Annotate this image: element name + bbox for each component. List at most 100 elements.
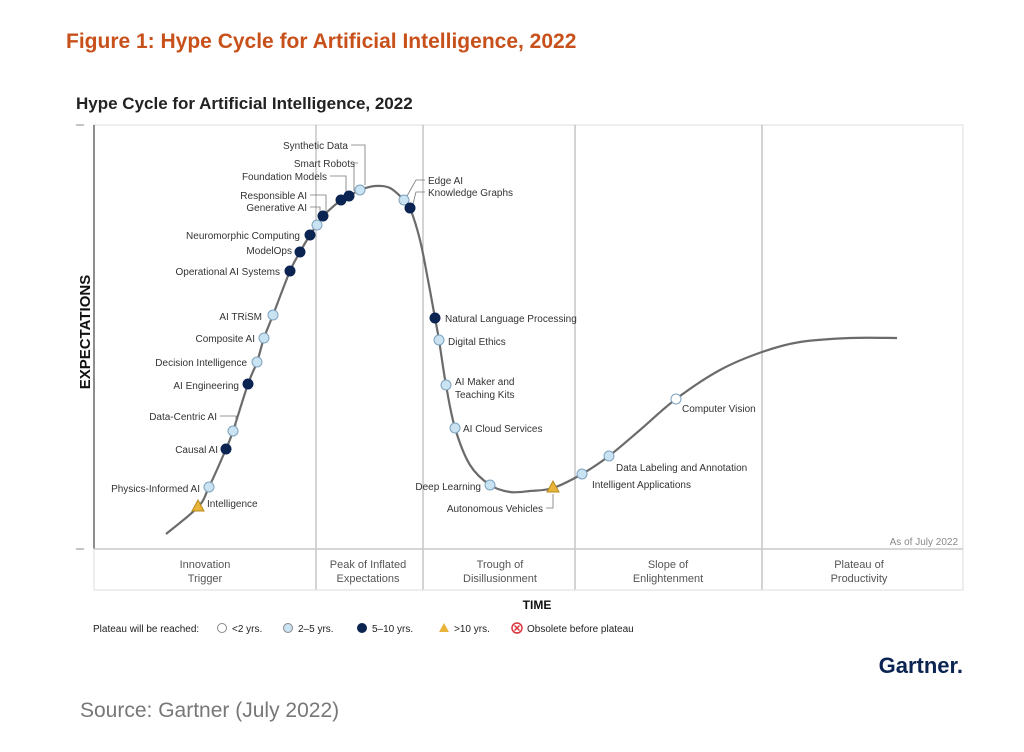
- legend-circle-icon: [217, 623, 227, 633]
- technology-marker-group: Intelligent Applications: [576, 468, 691, 491]
- technology-label: Neuromorphic Computing: [186, 231, 300, 242]
- circle-marker-icon: [304, 229, 316, 241]
- leader-line: [546, 494, 554, 509]
- circle-marker-icon: [343, 190, 355, 202]
- legend-label: <2 yrs.: [232, 624, 262, 635]
- technology-label: AI Maker and: [455, 377, 514, 388]
- figure-title: Figure 1: Hype Cycle for Artificial Inte…: [66, 30, 577, 53]
- technology-marker-group: AI Maker and Teaching Kits: [440, 377, 514, 401]
- technology-marker-group: AI TRiSM: [219, 309, 279, 323]
- phase-label: Productivity: [831, 573, 888, 585]
- technology-marker-group: Data-Centric AI: [149, 412, 239, 437]
- legend-label: 2–5 yrs.: [298, 624, 334, 635]
- technology-label: Operational AI Systems: [176, 267, 281, 278]
- technology-label: AI Engineering: [173, 381, 239, 392]
- circle-marker-icon: [404, 202, 416, 214]
- circle-marker-icon: [258, 332, 270, 344]
- technology-marker-group: Natural Language Processing: [429, 312, 577, 325]
- circle-marker-icon: [267, 309, 279, 321]
- technology-label: Foundation Models: [242, 172, 327, 183]
- circle-marker-icon: [317, 210, 329, 222]
- phase-label: Plateau of: [834, 559, 884, 571]
- phase-label: Enlightenment: [633, 573, 703, 585]
- technology-marker-group: Smart Robots: [294, 159, 358, 202]
- technology-label: Data Labeling and Annotation: [616, 463, 747, 474]
- leader-line: [351, 144, 366, 185]
- phase-label: Trigger: [188, 573, 223, 585]
- circle-marker-icon: [220, 443, 232, 455]
- technology-label: Natural Language Processing: [445, 314, 577, 325]
- technology-marker-group: Edge AI: [398, 176, 463, 206]
- circle-marker-icon: [227, 425, 239, 437]
- as-of-note: As of July 2022: [890, 537, 959, 548]
- technology-marker-group: Neuromorphic Computing: [186, 229, 316, 242]
- technology-marker-group: ModelOps: [246, 246, 306, 258]
- circle-marker-icon: [449, 422, 461, 434]
- legend-triangle-icon: [439, 623, 449, 632]
- technology-label: Teaching Kits: [455, 390, 514, 401]
- technology-label: Digital Ethics: [448, 337, 506, 348]
- phase-label: Trough of: [477, 559, 525, 571]
- phase-label: Innovation: [180, 559, 231, 571]
- leader-line: [412, 191, 425, 205]
- technology-label: Composite AI: [196, 334, 255, 345]
- phase-label: Disillusionment: [463, 573, 537, 585]
- legend-label: >10 yrs.: [454, 624, 490, 635]
- leader-line: [353, 162, 358, 191]
- triangle-marker-icon: Artificial General: [191, 498, 205, 512]
- technology-label: Generative AI: [246, 203, 307, 214]
- technology-label: AI Cloud Services: [463, 424, 542, 435]
- technology-marker-group: Digital Ethics: [433, 334, 506, 348]
- technology-marker-group: Data Labeling and Annotation: [603, 450, 747, 474]
- circle-marker-icon: [284, 265, 296, 277]
- leader-line: [330, 175, 347, 195]
- technology-label: Smart Robots: [294, 159, 355, 170]
- technology-marker-group: Operational AI Systems: [176, 265, 296, 278]
- legend-circle-icon: [357, 623, 367, 633]
- source-note: Source: Gartner (July 2022): [80, 699, 340, 722]
- triangle-marker-icon: [546, 479, 560, 493]
- technology-marker-group: AI Engineering: [173, 378, 254, 392]
- technology-label: Physics-Informed AI: [111, 484, 200, 495]
- circle-marker-icon: [242, 378, 254, 390]
- technology-marker-group: Synthetic Data: [283, 141, 366, 196]
- technology-marker-group: Composite AI: [196, 332, 270, 345]
- phase-band: [93, 548, 964, 591]
- technology-label: Responsible AI: [240, 191, 307, 202]
- legend-title: Plateau will be reached:: [93, 624, 199, 635]
- technology-marker-group: Responsible AI: [240, 191, 329, 222]
- technology-label: AI TRiSM: [219, 312, 262, 323]
- chart-title: Hype Cycle for Artificial Intelligence, …: [76, 94, 413, 113]
- technology-label: Intelligent Applications: [592, 480, 691, 491]
- legend-x-icon: [513, 624, 521, 632]
- y-axis-label: EXPECTATIONS: [77, 275, 94, 389]
- technology-label: Knowledge Graphs: [428, 188, 513, 199]
- technology-marker-group: Computer Vision: [670, 393, 756, 415]
- circle-marker-icon: [429, 312, 441, 324]
- leader-line: [406, 179, 425, 197]
- technology-label: Edge AI: [428, 176, 463, 187]
- circle-marker-icon: [576, 468, 588, 480]
- gartner-logo: Gartner.: [879, 653, 963, 678]
- circle-marker-icon: [484, 479, 496, 491]
- technology-marker-group: Decision Intelligence: [155, 356, 263, 369]
- phase-label: Peak of Inflated: [330, 559, 406, 571]
- legend-label: 5–10 yrs.: [372, 624, 413, 635]
- phase-label: Expectations: [337, 573, 400, 585]
- circle-marker-icon: [311, 219, 323, 231]
- technology-label: ModelOps: [246, 246, 292, 257]
- technology-label: Causal AI: [175, 445, 218, 456]
- technology-marker-group: Physics-Informed AI: [111, 481, 215, 495]
- technology-label: Data-Centric AI: [149, 412, 217, 423]
- technology-marker-group: Causal AI: [175, 443, 232, 456]
- technology-label: Autonomous Vehicles: [447, 504, 543, 515]
- circle-marker-icon: [354, 184, 366, 196]
- technology-label: Decision Intelligence: [155, 358, 247, 369]
- circle-marker-icon: [203, 481, 215, 493]
- circle-marker-icon: [603, 450, 615, 462]
- x-axis-label: TIME: [523, 598, 552, 612]
- circle-marker-icon: [440, 379, 452, 391]
- technology-marker-group: Foundation Models: [242, 172, 347, 206]
- technology-label: Computer Vision: [682, 404, 756, 415]
- legend-label: Obsolete before plateau: [527, 624, 634, 635]
